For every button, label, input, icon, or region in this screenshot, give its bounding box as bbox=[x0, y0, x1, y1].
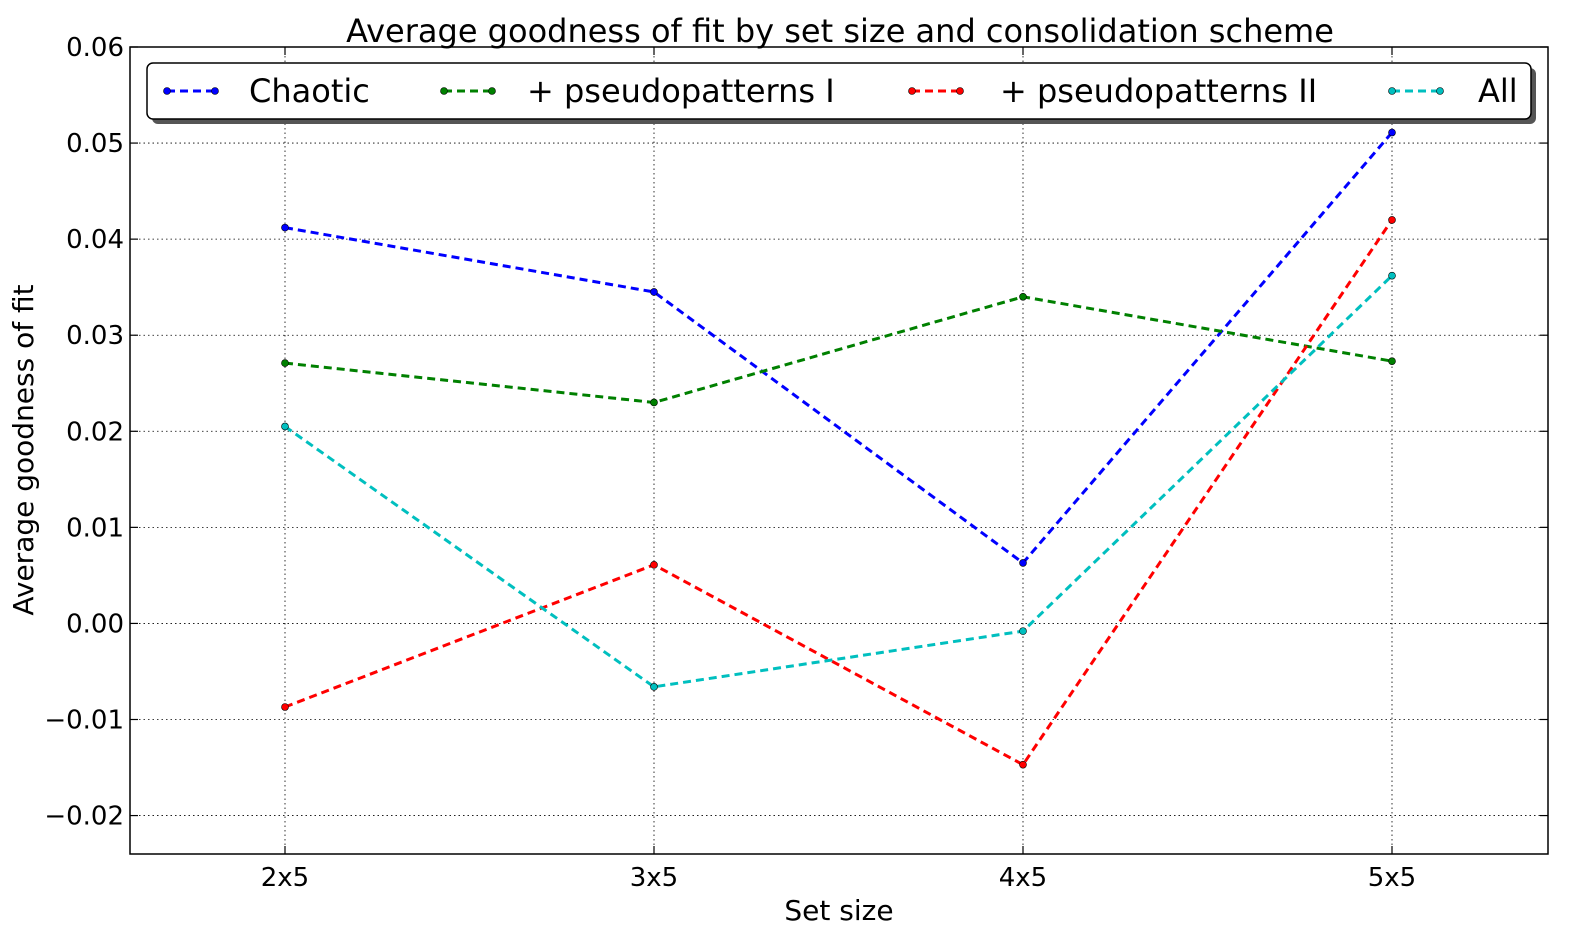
x-axis-label: Set size bbox=[784, 894, 893, 927]
legend-box bbox=[146, 62, 1532, 120]
data-point bbox=[1388, 357, 1396, 365]
legend-marker bbox=[163, 87, 171, 95]
legend-label: All bbox=[1478, 72, 1518, 110]
legend-marker bbox=[908, 87, 916, 95]
y-tick-label: −0.01 bbox=[44, 706, 124, 736]
plot-frame bbox=[129, 46, 1549, 855]
data-point bbox=[1019, 292, 1027, 301]
legend-label: + pseudopatterns II bbox=[1000, 72, 1317, 110]
legend-marker bbox=[1436, 87, 1444, 95]
series-lines bbox=[281, 128, 1396, 769]
legend-marker bbox=[440, 87, 448, 95]
data-point bbox=[1388, 216, 1396, 224]
x-tick-label: 2x5 bbox=[261, 863, 309, 893]
y-tick-label: 0.04 bbox=[66, 225, 124, 255]
legend-label: Chaotic bbox=[249, 72, 370, 110]
x-axis-ticks: 2x5 3x5 4x5 5x5 bbox=[261, 47, 1416, 893]
data-point bbox=[1019, 760, 1027, 769]
data-point bbox=[281, 422, 289, 431]
legend-label: + pseudopatterns I bbox=[527, 72, 835, 110]
legend-marker bbox=[1388, 87, 1396, 95]
y-axis-ticks: −0.02 −0.01 0.00 0.01 0.02 0.03 0.04 0.05 0.06 bbox=[44, 33, 1548, 832]
series-line bbox=[284, 219, 1394, 767]
legend-entry: All bbox=[1388, 72, 1518, 110]
data-point bbox=[650, 683, 658, 691]
legend-marker bbox=[211, 87, 219, 95]
y-tick-label: 0.05 bbox=[66, 129, 124, 159]
data-point bbox=[650, 561, 658, 569]
x-tick-label: 3x5 bbox=[630, 863, 678, 893]
data-point bbox=[650, 288, 658, 296]
series-line bbox=[284, 131, 1394, 565]
data-point bbox=[1019, 627, 1027, 635]
legend-entry: + pseudopatterns II bbox=[908, 72, 1317, 110]
x-tick-label: 5x5 bbox=[1368, 863, 1416, 893]
legend-marker bbox=[488, 87, 496, 95]
y-tick-label: 0.06 bbox=[66, 33, 124, 63]
data-point bbox=[1388, 128, 1396, 137]
legend-entry: Chaotic bbox=[163, 72, 370, 110]
data-point bbox=[281, 703, 289, 711]
y-tick-label: 0.01 bbox=[66, 513, 124, 543]
y-tick-label: 0.00 bbox=[66, 609, 124, 639]
series-line bbox=[284, 274, 1394, 689]
data-point bbox=[281, 359, 289, 367]
legend: Chaotic + pseudopatterns I + pseudopattern… bbox=[146, 62, 1536, 124]
grid bbox=[130, 46, 1548, 854]
data-point bbox=[650, 398, 658, 407]
y-tick-label: 0.03 bbox=[66, 321, 124, 351]
y-tick-label: 0.02 bbox=[66, 417, 124, 447]
series-line bbox=[284, 295, 1393, 404]
legend-entry: + pseudopatterns I bbox=[440, 72, 835, 110]
legend-marker bbox=[956, 87, 964, 95]
x-tick-label: 4x5 bbox=[999, 863, 1047, 893]
data-point bbox=[281, 223, 289, 232]
data-point bbox=[1019, 559, 1027, 567]
y-axis-label: Average goodness of fit bbox=[7, 284, 40, 615]
y-tick-label: −0.02 bbox=[44, 802, 124, 832]
chart-title: Average goodness of fit by set size and … bbox=[346, 12, 1334, 50]
data-point bbox=[1388, 271, 1396, 280]
